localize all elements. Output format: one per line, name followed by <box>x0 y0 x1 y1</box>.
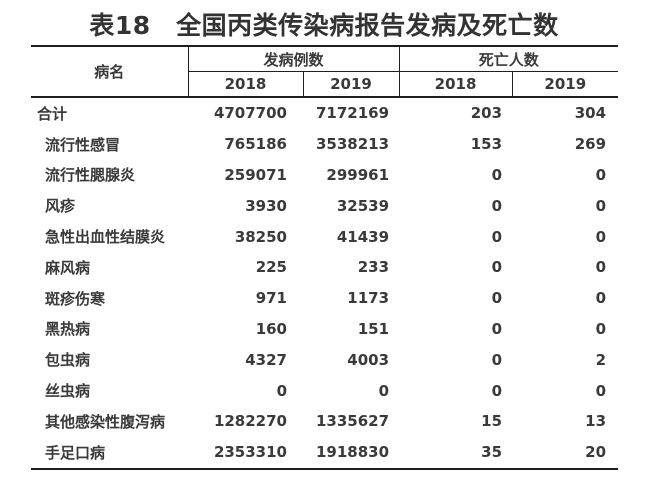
class-c-infectious-disease-table: 病名 发病例数 死亡人数 2018 2019 2018 2019 合计 4707… <box>31 45 619 470</box>
deaths-2019-cell: 0 <box>595 227 607 246</box>
header-group-row: 病名 发病例数 死亡人数 <box>31 46 619 98</box>
deaths-2019-cell: 2 <box>595 350 607 369</box>
table-row: 麻风病 225 233 0 0 <box>31 252 618 283</box>
cases-2018-cell: 0 <box>276 381 287 400</box>
table-row: 风疹 3930 32539 0 0 <box>31 190 618 221</box>
disease-name-cell: 风疹 <box>45 197 76 216</box>
cases-2018-cell: 4327 <box>245 350 287 369</box>
cases-2019-cell: 1918830 <box>315 443 390 462</box>
deaths-2018-cell: 153 <box>470 135 503 154</box>
cases-2018-cell: 4707700 <box>213 104 287 123</box>
deaths-2018-cell: 15 <box>481 412 503 431</box>
cases-2018-cell: 160 <box>255 319 287 338</box>
table-row: 流行性腮腺炎 259071 299961 0 0 <box>31 160 618 191</box>
cases-2019-cell: 1173 <box>347 289 390 308</box>
deaths-2018-cell: 0 <box>491 196 503 215</box>
disease-name-cell: 流行性感冒 <box>45 135 121 154</box>
disease-name-cell: 流行性腮腺炎 <box>45 166 136 185</box>
disease-name-cell: 包虫病 <box>45 351 91 370</box>
cases-2018-cell: 2353310 <box>213 443 287 462</box>
column-header-deaths-2018: 2018 <box>399 71 513 98</box>
cases-2018-cell: 38250 <box>234 227 287 246</box>
cases-2019-cell: 1335627 <box>315 412 390 431</box>
deaths-2018-cell: 0 <box>491 381 503 400</box>
cases-2019-cell: 233 <box>357 258 390 277</box>
deaths-2018-cell: 0 <box>491 258 503 277</box>
cases-2018-cell: 259071 <box>224 165 287 184</box>
deaths-2018-cell: 0 <box>491 227 503 246</box>
cases-2018-cell: 225 <box>255 258 287 277</box>
deaths-2018-cell: 0 <box>491 319 503 338</box>
column-header-disease: 病名 <box>31 46 189 98</box>
table-row: 其他感染性腹泻病 1282270 1335627 15 13 <box>31 406 618 437</box>
deaths-2019-cell: 0 <box>595 196 607 215</box>
cases-2019-cell: 32539 <box>336 196 390 215</box>
deaths-2019-cell: 0 <box>595 258 607 277</box>
table-header: 病名 发病例数 死亡人数 2018 2019 2018 2019 <box>31 46 619 98</box>
disease-name-cell: 丝虫病 <box>45 382 91 401</box>
deaths-2019-cell: 269 <box>574 135 607 154</box>
disease-name-cell: 其他感染性腹泻病 <box>45 412 166 431</box>
deaths-2019-cell: 0 <box>595 381 607 400</box>
deaths-2019-cell: 0 <box>595 165 607 184</box>
table-row: 手足口病 2353310 1918830 35 20 <box>31 437 618 469</box>
cases-2018-cell: 765186 <box>224 135 287 154</box>
column-group-cases: 发病例数 <box>188 46 400 72</box>
table-row: 急性出血性结膜炎 38250 41439 0 0 <box>31 221 618 252</box>
table-row-total: 合计 4707700 7172169 203 304 <box>31 97 618 129</box>
deaths-2018-cell: 0 <box>491 289 503 308</box>
deaths-2018-cell: 0 <box>491 165 503 184</box>
table-title: 表18 全国丙类传染病报告发病及死亡数 <box>89 11 559 40</box>
deaths-2019-cell: 304 <box>574 104 607 123</box>
table-row: 包虫病 4327 4003 0 2 <box>31 344 618 375</box>
deaths-2018-cell: 35 <box>481 443 503 462</box>
cases-2019-cell: 41439 <box>336 227 390 246</box>
cases-2019-cell: 3538213 <box>315 135 390 154</box>
disease-name-cell: 黑热病 <box>45 320 91 339</box>
column-header-deaths-2019: 2019 <box>512 71 619 98</box>
header-year-row: 2018 2019 2018 2019 <box>31 71 619 98</box>
disease-name-cell: 合计 <box>37 104 68 123</box>
cases-2018-cell: 3930 <box>245 196 287 215</box>
cases-2019-cell: 4003 <box>347 350 390 369</box>
cases-2018-cell: 1282270 <box>213 412 287 431</box>
cases-2019-cell: 299961 <box>326 165 390 184</box>
column-header-cases-2018: 2018 <box>188 71 304 98</box>
cases-2019-cell: 7172169 <box>315 104 390 123</box>
cases-2019-cell: 151 <box>357 319 390 338</box>
deaths-2018-cell: 0 <box>491 350 503 369</box>
deaths-2019-cell: 13 <box>585 412 607 431</box>
disease-name-cell: 急性出血性结膜炎 <box>45 228 166 247</box>
column-header-cases-2019: 2019 <box>303 71 400 98</box>
deaths-2019-cell: 0 <box>595 319 607 338</box>
cases-2018-cell: 971 <box>255 289 287 308</box>
table-row: 黑热病 160 151 0 0 <box>31 314 618 345</box>
cases-2019-cell: 0 <box>378 381 390 400</box>
disease-name-cell: 麻风病 <box>45 258 91 277</box>
disease-name-cell: 手足口病 <box>45 443 106 462</box>
table-body: 合计 4707700 7172169 203 304 流行性感冒 765186 … <box>31 97 618 469</box>
table-row: 丝虫病 0 0 0 0 <box>31 375 618 406</box>
table-row: 斑疹伤寒 971 1173 0 0 <box>31 283 618 314</box>
table-row: 流行性感冒 765186 3538213 153 269 <box>31 129 618 160</box>
deaths-2018-cell: 203 <box>470 104 503 123</box>
deaths-2019-cell: 0 <box>595 289 607 308</box>
column-group-deaths: 死亡人数 <box>399 46 619 72</box>
deaths-2019-cell: 20 <box>585 443 607 462</box>
disease-name-cell: 斑疹伤寒 <box>45 289 106 308</box>
